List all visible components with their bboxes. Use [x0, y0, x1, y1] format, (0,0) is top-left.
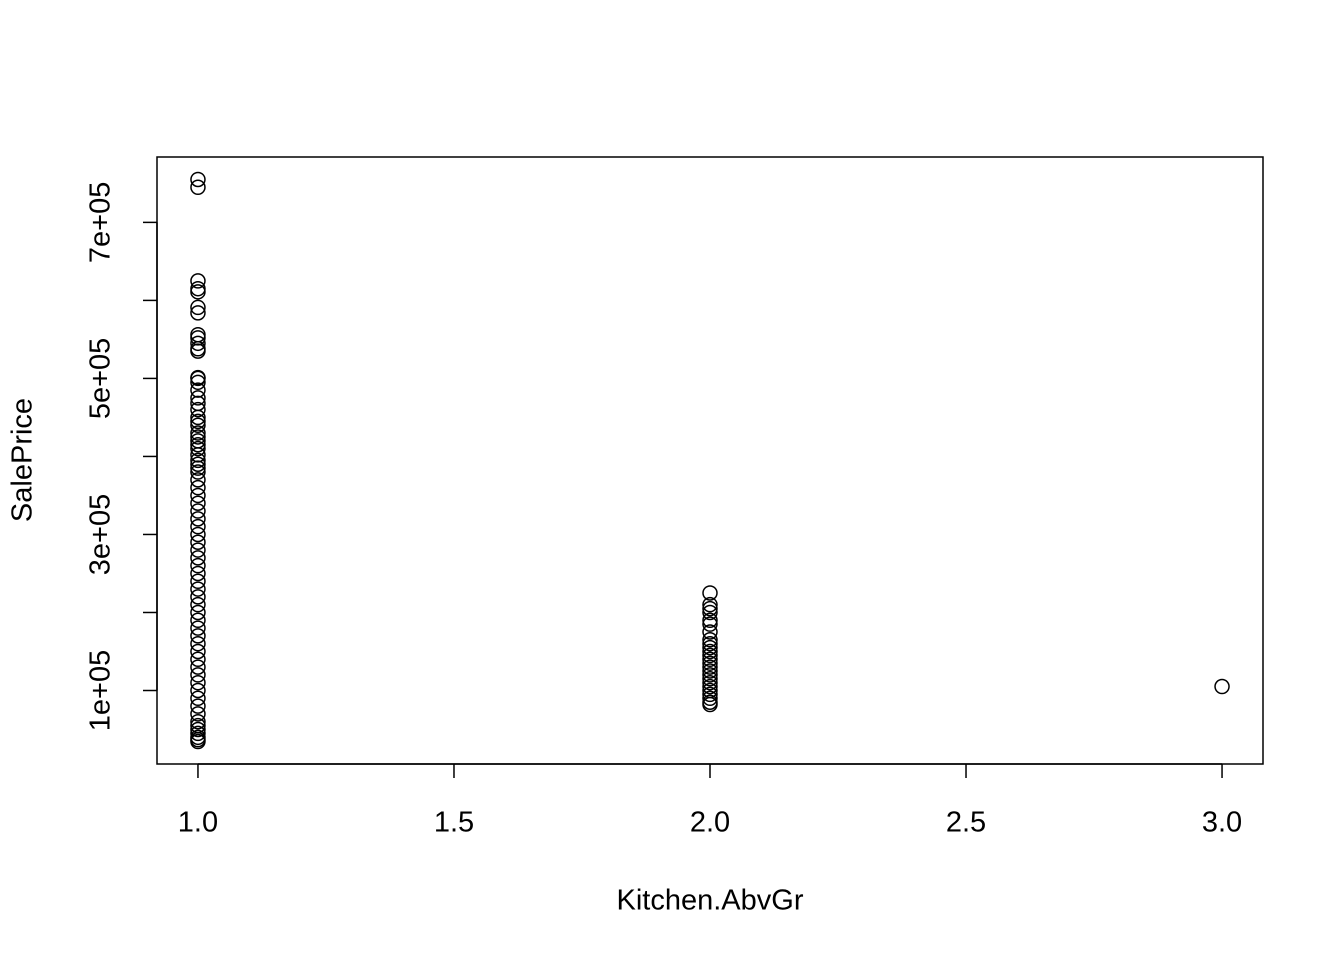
point	[190, 674, 206, 691]
point	[190, 284, 206, 300]
point	[702, 585, 718, 601]
point	[190, 335, 206, 352]
point	[702, 624, 718, 640]
point	[190, 628, 206, 644]
point	[190, 534, 206, 551]
point	[190, 612, 206, 629]
point	[190, 620, 206, 636]
point	[190, 690, 206, 707]
point	[190, 171, 206, 188]
point	[190, 487, 206, 504]
x-tick-label: 2.0	[690, 807, 730, 839]
point	[190, 713, 206, 730]
point	[190, 659, 206, 675]
point	[190, 417, 206, 433]
point	[190, 581, 206, 597]
y-axis-title: SalePrice	[7, 398, 39, 522]
point	[190, 299, 206, 316]
point	[190, 436, 206, 453]
point	[702, 596, 718, 613]
point	[190, 370, 206, 387]
point	[190, 409, 206, 426]
point	[190, 542, 206, 558]
point	[190, 503, 206, 519]
point	[190, 725, 206, 742]
point	[190, 460, 206, 476]
x-axis-title: Kitchen.AbvGr	[617, 885, 804, 917]
point	[702, 612, 718, 629]
point	[702, 667, 718, 683]
point	[190, 374, 206, 391]
point	[702, 659, 718, 675]
point	[702, 671, 718, 687]
point	[702, 663, 718, 679]
point	[190, 667, 206, 683]
point	[702, 647, 718, 664]
point	[190, 280, 206, 297]
point	[702, 674, 718, 691]
point	[190, 390, 206, 406]
point	[190, 440, 206, 457]
point	[190, 550, 206, 566]
point	[190, 401, 206, 418]
point	[190, 305, 206, 321]
point	[190, 557, 206, 574]
point	[190, 635, 206, 652]
x-tick-label: 1.5	[434, 807, 474, 839]
point	[190, 706, 206, 722]
point	[190, 179, 206, 196]
point	[190, 495, 206, 512]
point	[702, 604, 718, 621]
point	[190, 733, 206, 750]
point	[190, 273, 206, 289]
point	[702, 696, 718, 713]
point	[190, 452, 206, 469]
point	[702, 655, 718, 671]
point	[702, 651, 718, 668]
y-tick-label: 1e+05	[85, 650, 117, 731]
point	[190, 526, 206, 543]
point	[190, 472, 206, 488]
point	[702, 643, 718, 660]
point	[190, 425, 206, 441]
point	[190, 413, 206, 430]
point	[190, 343, 206, 359]
point	[702, 632, 718, 648]
point	[190, 326, 206, 343]
point	[190, 721, 206, 738]
point	[190, 682, 206, 699]
x-tick-label: 3.0	[1202, 807, 1242, 839]
plot-box	[156, 156, 1264, 765]
point	[190, 651, 206, 668]
point	[190, 511, 206, 527]
x-tick-label: 2.5	[946, 807, 986, 839]
point	[190, 518, 206, 535]
point	[190, 589, 206, 605]
x-tick-label: 1.0	[178, 807, 218, 839]
point	[702, 686, 718, 703]
y-tick-label: 3e+05	[85, 494, 117, 575]
point	[190, 429, 206, 445]
point	[190, 479, 206, 496]
point	[190, 565, 206, 582]
point	[702, 600, 718, 617]
point	[190, 596, 206, 613]
point	[190, 698, 206, 714]
point	[190, 604, 206, 621]
point	[190, 464, 206, 480]
point	[702, 690, 718, 707]
point	[702, 635, 718, 652]
y-tick-label: 7e+05	[85, 182, 117, 263]
point	[190, 573, 206, 590]
point	[702, 639, 718, 656]
point	[702, 616, 718, 632]
point	[190, 456, 206, 472]
y-tick-label: 5e+05	[85, 338, 117, 419]
point	[702, 678, 718, 695]
point	[1214, 678, 1230, 695]
point	[190, 643, 206, 660]
